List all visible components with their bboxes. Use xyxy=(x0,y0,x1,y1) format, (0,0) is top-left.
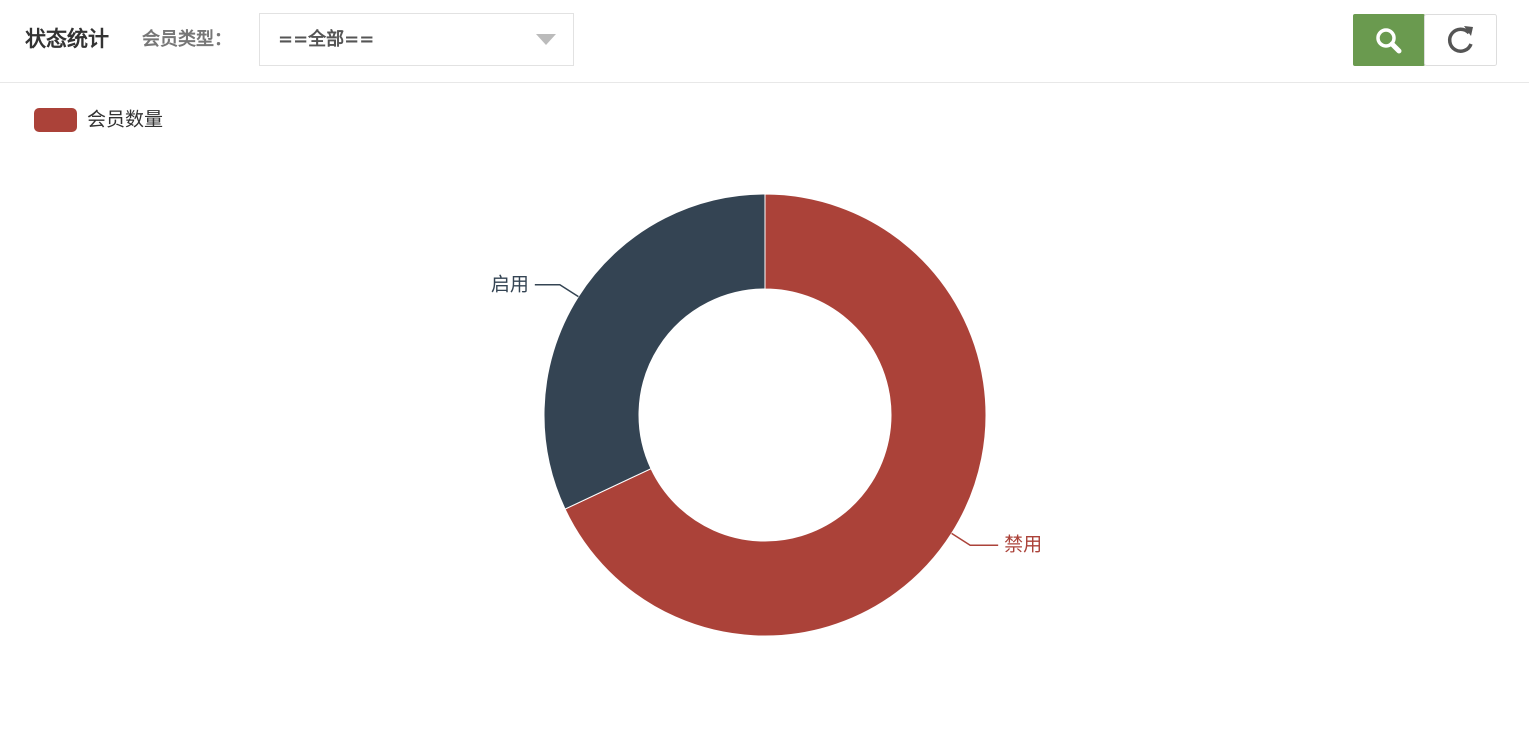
select-arrow xyxy=(536,34,556,45)
pie-slice xyxy=(564,193,987,637)
refresh-icon xyxy=(1447,27,1473,53)
page-title: 状态统计 xyxy=(25,27,109,51)
search-button-bg[interactable] xyxy=(1353,14,1425,66)
pie-slice xyxy=(543,193,766,510)
slice-label: 禁用 xyxy=(1004,534,1042,556)
label-line xyxy=(951,532,999,546)
label-line xyxy=(534,284,579,298)
search-icon-handle xyxy=(1389,41,1402,54)
refresh-button-bg[interactable] xyxy=(1424,14,1497,66)
legend-swatch xyxy=(34,108,77,132)
search-icon xyxy=(1376,28,1396,48)
filter-select[interactable]: ==全部== xyxy=(259,13,574,66)
toolbar xyxy=(0,0,1529,82)
slice-label: 启用 xyxy=(491,273,529,295)
select-box[interactable] xyxy=(259,13,574,66)
filter-label: 会员类型： xyxy=(142,28,232,50)
refresh-button[interactable] xyxy=(1424,14,1497,66)
refresh-icon-arrow xyxy=(1464,26,1473,36)
search-button[interactable] xyxy=(1353,14,1425,66)
select-value: ==全部== xyxy=(278,28,374,50)
legend-label: 会员数量 xyxy=(87,109,163,131)
